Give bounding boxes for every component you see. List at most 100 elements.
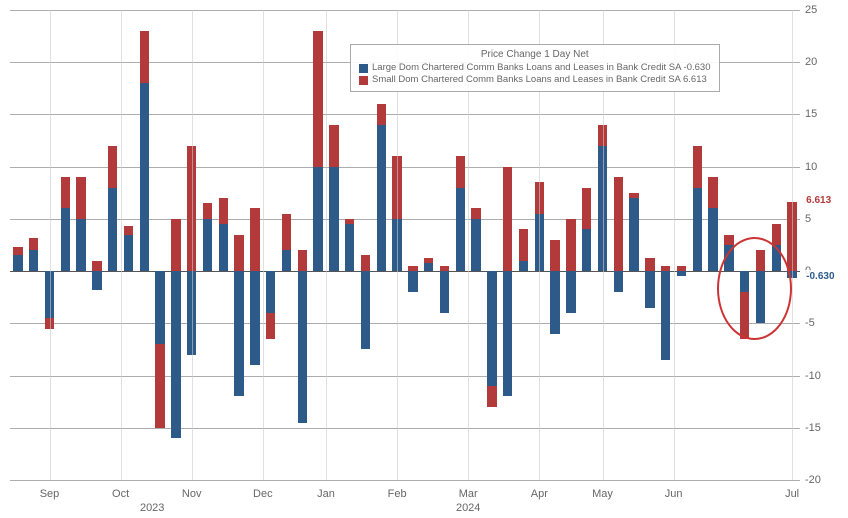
bar-segment bbox=[266, 271, 275, 313]
bar-segment bbox=[708, 177, 717, 208]
bar-segment bbox=[329, 167, 338, 271]
bar-segment bbox=[487, 386, 496, 407]
bar-segment bbox=[266, 313, 275, 339]
gridline-h bbox=[10, 480, 800, 481]
chart-container: 2520151050-5-10-15-20SepOctNovDecJanFebM… bbox=[0, 0, 848, 518]
bar-segment bbox=[629, 198, 638, 271]
y-tick-label: 20 bbox=[805, 56, 840, 68]
bar-segment bbox=[140, 83, 149, 271]
bar-segment bbox=[92, 271, 101, 290]
bar-segment bbox=[282, 250, 291, 271]
bar-segment bbox=[629, 193, 638, 198]
bar-segment bbox=[203, 219, 212, 271]
bar-segment bbox=[124, 226, 133, 234]
gridline-h bbox=[10, 376, 800, 377]
gridline-h bbox=[10, 114, 800, 115]
legend-swatch bbox=[359, 64, 368, 73]
bar-segment bbox=[234, 235, 243, 272]
bar-segment bbox=[171, 219, 180, 271]
legend: Price Change 1 Day NetLarge Dom Chartere… bbox=[350, 44, 720, 92]
bar-segment bbox=[519, 229, 528, 260]
y-tick-label: 15 bbox=[805, 108, 840, 120]
bar-segment bbox=[424, 263, 433, 271]
bar-segment bbox=[219, 224, 228, 271]
y-tick-label: -20 bbox=[805, 474, 840, 486]
bar-segment bbox=[772, 224, 781, 245]
legend-label: Small Dom Chartered Comm Banks Loans and… bbox=[372, 74, 707, 86]
bar-segment bbox=[234, 271, 243, 396]
bar-segment bbox=[76, 177, 85, 219]
bar-segment bbox=[582, 188, 591, 230]
x-sub-label: 2023 bbox=[140, 502, 164, 514]
y-tick-label: 10 bbox=[805, 161, 840, 173]
x-tick-label: Jun bbox=[665, 488, 683, 500]
x-tick-label: Jan bbox=[317, 488, 335, 500]
bar-segment bbox=[345, 219, 354, 224]
bar-segment bbox=[645, 271, 654, 308]
bar-segment bbox=[519, 261, 528, 271]
bar-segment bbox=[487, 271, 496, 386]
x-tick-label: Dec bbox=[253, 488, 273, 500]
value-annotation: -0.630 bbox=[803, 270, 837, 283]
gridline-h bbox=[10, 428, 800, 429]
bar-segment bbox=[282, 214, 291, 251]
bar-segment bbox=[345, 224, 354, 271]
bar-segment bbox=[471, 219, 480, 271]
bar-segment bbox=[140, 31, 149, 83]
bar-segment bbox=[582, 229, 591, 271]
bar-segment bbox=[313, 31, 322, 167]
bar-segment bbox=[155, 271, 164, 344]
bar-segment bbox=[298, 250, 307, 271]
x-tick-label: May bbox=[592, 488, 613, 500]
legend-item: Large Dom Chartered Comm Banks Loans and… bbox=[359, 62, 711, 74]
bar-segment bbox=[61, 177, 70, 208]
gridline-v bbox=[326, 10, 327, 480]
bar-segment bbox=[645, 258, 654, 272]
legend-item: Small Dom Chartered Comm Banks Loans and… bbox=[359, 74, 711, 86]
x-tick-label: Mar bbox=[459, 488, 478, 500]
gridline-v bbox=[192, 10, 193, 480]
bar-segment bbox=[550, 271, 559, 334]
bar-segment bbox=[661, 271, 670, 360]
bar-segment bbox=[92, 261, 101, 271]
bar-segment bbox=[693, 146, 702, 188]
bar-segment bbox=[724, 235, 733, 245]
bar-segment bbox=[440, 266, 449, 271]
bar-segment bbox=[219, 198, 228, 224]
value-annotation: 6.613 bbox=[803, 194, 834, 207]
bar-segment bbox=[614, 177, 623, 271]
y-tick-label: -5 bbox=[805, 317, 840, 329]
y-tick-label: 25 bbox=[805, 4, 840, 16]
bar-segment bbox=[677, 266, 686, 271]
legend-label: Large Dom Chartered Comm Banks Loans and… bbox=[372, 62, 711, 74]
y-tick-label: -15 bbox=[805, 422, 840, 434]
y-tick-label: -10 bbox=[805, 370, 840, 382]
bar-segment bbox=[503, 167, 512, 271]
bar-segment bbox=[313, 167, 322, 271]
gridline-h bbox=[10, 167, 800, 168]
legend-swatch bbox=[359, 76, 368, 85]
bar-segment bbox=[456, 188, 465, 272]
bar-segment bbox=[456, 156, 465, 187]
bar-segment bbox=[377, 104, 386, 125]
bar-segment bbox=[424, 258, 433, 263]
x-tick-label: Apr bbox=[531, 488, 548, 500]
bar-segment bbox=[550, 240, 559, 271]
bar-segment bbox=[250, 208, 259, 271]
bar-segment bbox=[61, 208, 70, 271]
bar-segment bbox=[408, 271, 417, 292]
bar-segment bbox=[566, 271, 575, 313]
gridline-v bbox=[263, 10, 264, 480]
x-tick-label: Jul bbox=[785, 488, 799, 500]
bar-segment bbox=[566, 219, 575, 271]
x-tick-label: Feb bbox=[388, 488, 407, 500]
gridline-h bbox=[10, 10, 800, 11]
x-tick-label: Sep bbox=[40, 488, 60, 500]
gridline-v bbox=[121, 10, 122, 480]
bar-segment bbox=[108, 146, 117, 188]
bar-segment bbox=[171, 271, 180, 438]
bar-segment bbox=[124, 235, 133, 272]
bar-segment bbox=[329, 125, 338, 167]
bar-segment bbox=[440, 271, 449, 313]
plot-area: 2520151050-5-10-15-20SepOctNovDecJanFebM… bbox=[10, 10, 800, 480]
